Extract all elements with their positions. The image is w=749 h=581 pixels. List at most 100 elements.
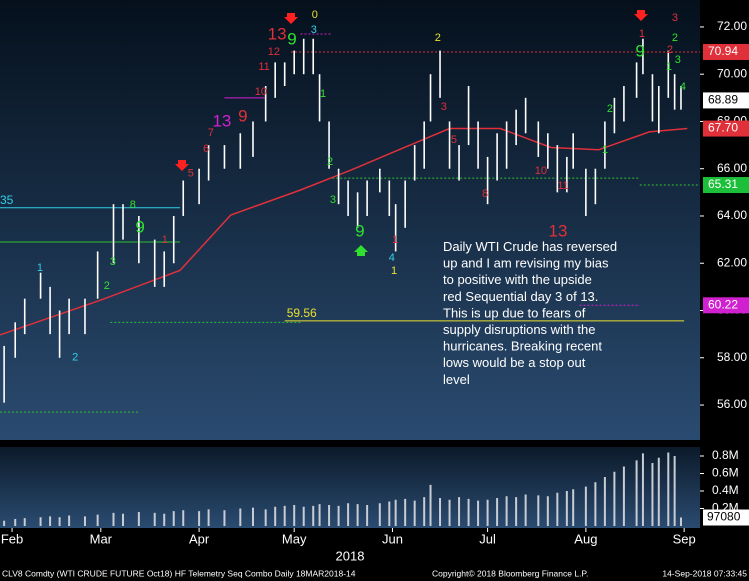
y-tick-label: 0.6M	[712, 466, 739, 480]
volume-bar	[603, 477, 606, 526]
level-label: 59.56	[287, 306, 317, 320]
sequential-count: 5	[451, 134, 457, 146]
sequential-count: 0	[312, 9, 318, 21]
commentary-line: hurricanes. Breaking recent	[443, 339, 602, 354]
sequential-count: 11	[557, 180, 568, 192]
sequential-count: 2	[672, 32, 678, 44]
volume-bar	[122, 513, 125, 526]
price-tag	[703, 297, 749, 314]
sequential-count: 2	[327, 156, 333, 168]
sequential-count: 13	[212, 111, 231, 130]
price-tag-label: 68.89	[708, 93, 738, 107]
volume-bar	[137, 512, 140, 526]
sequential-count: 1	[639, 28, 645, 40]
volume-bar	[458, 497, 461, 526]
sequential-count: 2	[72, 352, 78, 364]
sequential-count: 13	[268, 24, 287, 43]
volume-bar	[673, 456, 676, 526]
sequential-count: 1	[162, 234, 168, 246]
volume-bar	[496, 498, 499, 526]
volume-bar	[394, 499, 397, 526]
sequential-count: 8	[130, 199, 136, 211]
volume-tag-label: 97080	[707, 510, 741, 524]
volume-bar	[356, 504, 359, 526]
y-tick-label: 66.00	[717, 161, 747, 175]
volume-bar	[622, 466, 625, 526]
sequential-count: 9	[135, 218, 144, 237]
volume-bar	[23, 518, 26, 526]
volume-bar	[207, 509, 210, 526]
volume-bar	[14, 519, 17, 526]
sequential-count: 9	[287, 29, 296, 48]
sell-arrow	[175, 160, 189, 171]
commentary-line: up and I am revising my bias	[443, 256, 609, 271]
x-tick-label: Mar	[90, 531, 113, 546]
commentary-line: supply disruptions with the	[443, 322, 595, 337]
price-tag-label: 70.94	[708, 44, 738, 58]
price-tag-label: 60.22	[708, 297, 738, 311]
y-tick-label: 70.00	[717, 66, 747, 80]
volume-bar	[477, 500, 480, 526]
sequential-count: 9	[238, 106, 247, 125]
sequential-count: 1	[320, 88, 326, 100]
sequential-count: 3	[441, 101, 447, 113]
sequential-count: 1	[391, 265, 397, 277]
sequential-count: 9	[355, 222, 364, 241]
sequential-count: 3	[330, 194, 336, 206]
volume-bar	[505, 496, 508, 526]
volume-bar	[302, 506, 305, 526]
buy-arrow	[354, 245, 368, 256]
volume-bar	[388, 501, 391, 526]
volume-bar	[293, 505, 296, 526]
y-tick-label: 64.00	[717, 208, 747, 222]
volume-bar	[423, 497, 426, 526]
volume-bar	[274, 506, 277, 526]
signal-arrows	[175, 10, 648, 256]
commentary-line: to positive with the upside	[443, 273, 592, 288]
price-tag-label: 67.70	[708, 121, 738, 135]
y-tick-label: 72.00	[717, 19, 747, 33]
volume-bar	[565, 491, 568, 526]
sequential-count: 3	[672, 12, 678, 24]
volume-bar	[515, 497, 518, 526]
commentary: Daily WTI Crude has reversed up and I am …	[443, 239, 617, 387]
price-tag	[703, 120, 749, 137]
volume-bar	[153, 512, 156, 526]
volume-bar	[239, 508, 242, 526]
volume-bar	[635, 460, 638, 526]
volume-bar	[251, 507, 254, 526]
y-tick-label: 0.4M	[712, 483, 739, 497]
sequential-count: 6	[203, 143, 209, 155]
volume-bar	[337, 505, 340, 526]
sequential-count: 4	[389, 252, 395, 264]
volume-bar	[448, 499, 451, 526]
volume-bar	[429, 484, 432, 526]
volume-bar	[198, 511, 201, 526]
volume-bar	[404, 498, 407, 526]
sequential-count: 1	[37, 262, 43, 274]
x-tick-label: Jun	[382, 531, 403, 546]
volume-bar	[366, 505, 369, 526]
volume-bar	[584, 486, 587, 526]
sequential-count: 10	[255, 86, 267, 98]
volume-bar	[96, 514, 99, 526]
volume-bar	[58, 517, 61, 526]
sequential-count: 9	[635, 41, 644, 60]
volume-bar	[312, 505, 315, 526]
sequential-count: 1	[392, 234, 398, 246]
price-tag	[703, 92, 749, 109]
sequential-count: 10	[535, 165, 547, 177]
level-label: 35	[0, 193, 14, 207]
volume-bar	[657, 457, 660, 526]
sequential-count: 8	[482, 188, 488, 200]
x-tick-label: Feb	[1, 531, 23, 546]
volume-bar	[347, 503, 350, 526]
sequential-count: 2	[607, 103, 613, 115]
commentary-line: lows would be a stop out	[443, 356, 586, 371]
sequential-count: 3	[110, 256, 116, 268]
volume-bar	[172, 511, 175, 526]
volume-bar	[264, 509, 267, 526]
sequential-count: 2	[435, 32, 441, 44]
y-tick-label: 58.00	[717, 350, 747, 364]
